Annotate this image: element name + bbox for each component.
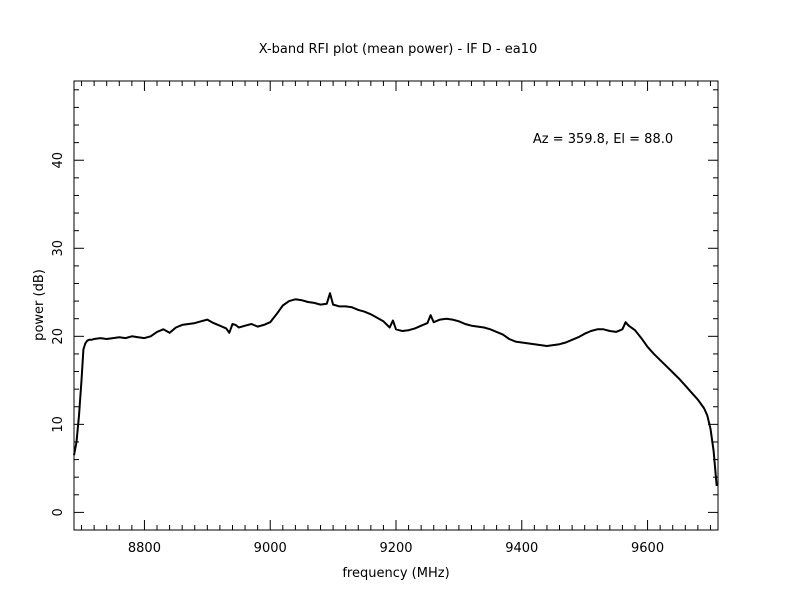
x-tick-labels: 8800 9000 9200 9400 9600: [128, 541, 664, 556]
y-tick-label: 40: [51, 152, 66, 169]
x-tick-label: 8800: [128, 541, 161, 556]
y-tick-label: 0: [51, 508, 66, 516]
chart-annotation: Az = 359.8, El = 88.0: [533, 132, 673, 147]
x-axis-label: frequency (MHz): [342, 566, 449, 581]
chart-title: X-band RFI plot (mean power) - IF D - ea…: [259, 42, 538, 57]
y-tick-label: 20: [51, 328, 66, 345]
x-tick-label: 9400: [505, 541, 538, 556]
y-tick-label: 30: [51, 240, 66, 257]
plot-frame: [73, 80, 719, 531]
axis-ticks: [74, 81, 718, 531]
x-tick-label: 9600: [631, 541, 664, 556]
y-axis-label: power (dB): [32, 269, 47, 341]
y-tick-label: 10: [51, 416, 66, 433]
x-tick-label: 9200: [379, 541, 412, 556]
x-tick-label: 9000: [254, 541, 287, 556]
y-tick-labels: 0 10 20 30 40: [51, 152, 66, 517]
power-series-line: [73, 292, 718, 487]
